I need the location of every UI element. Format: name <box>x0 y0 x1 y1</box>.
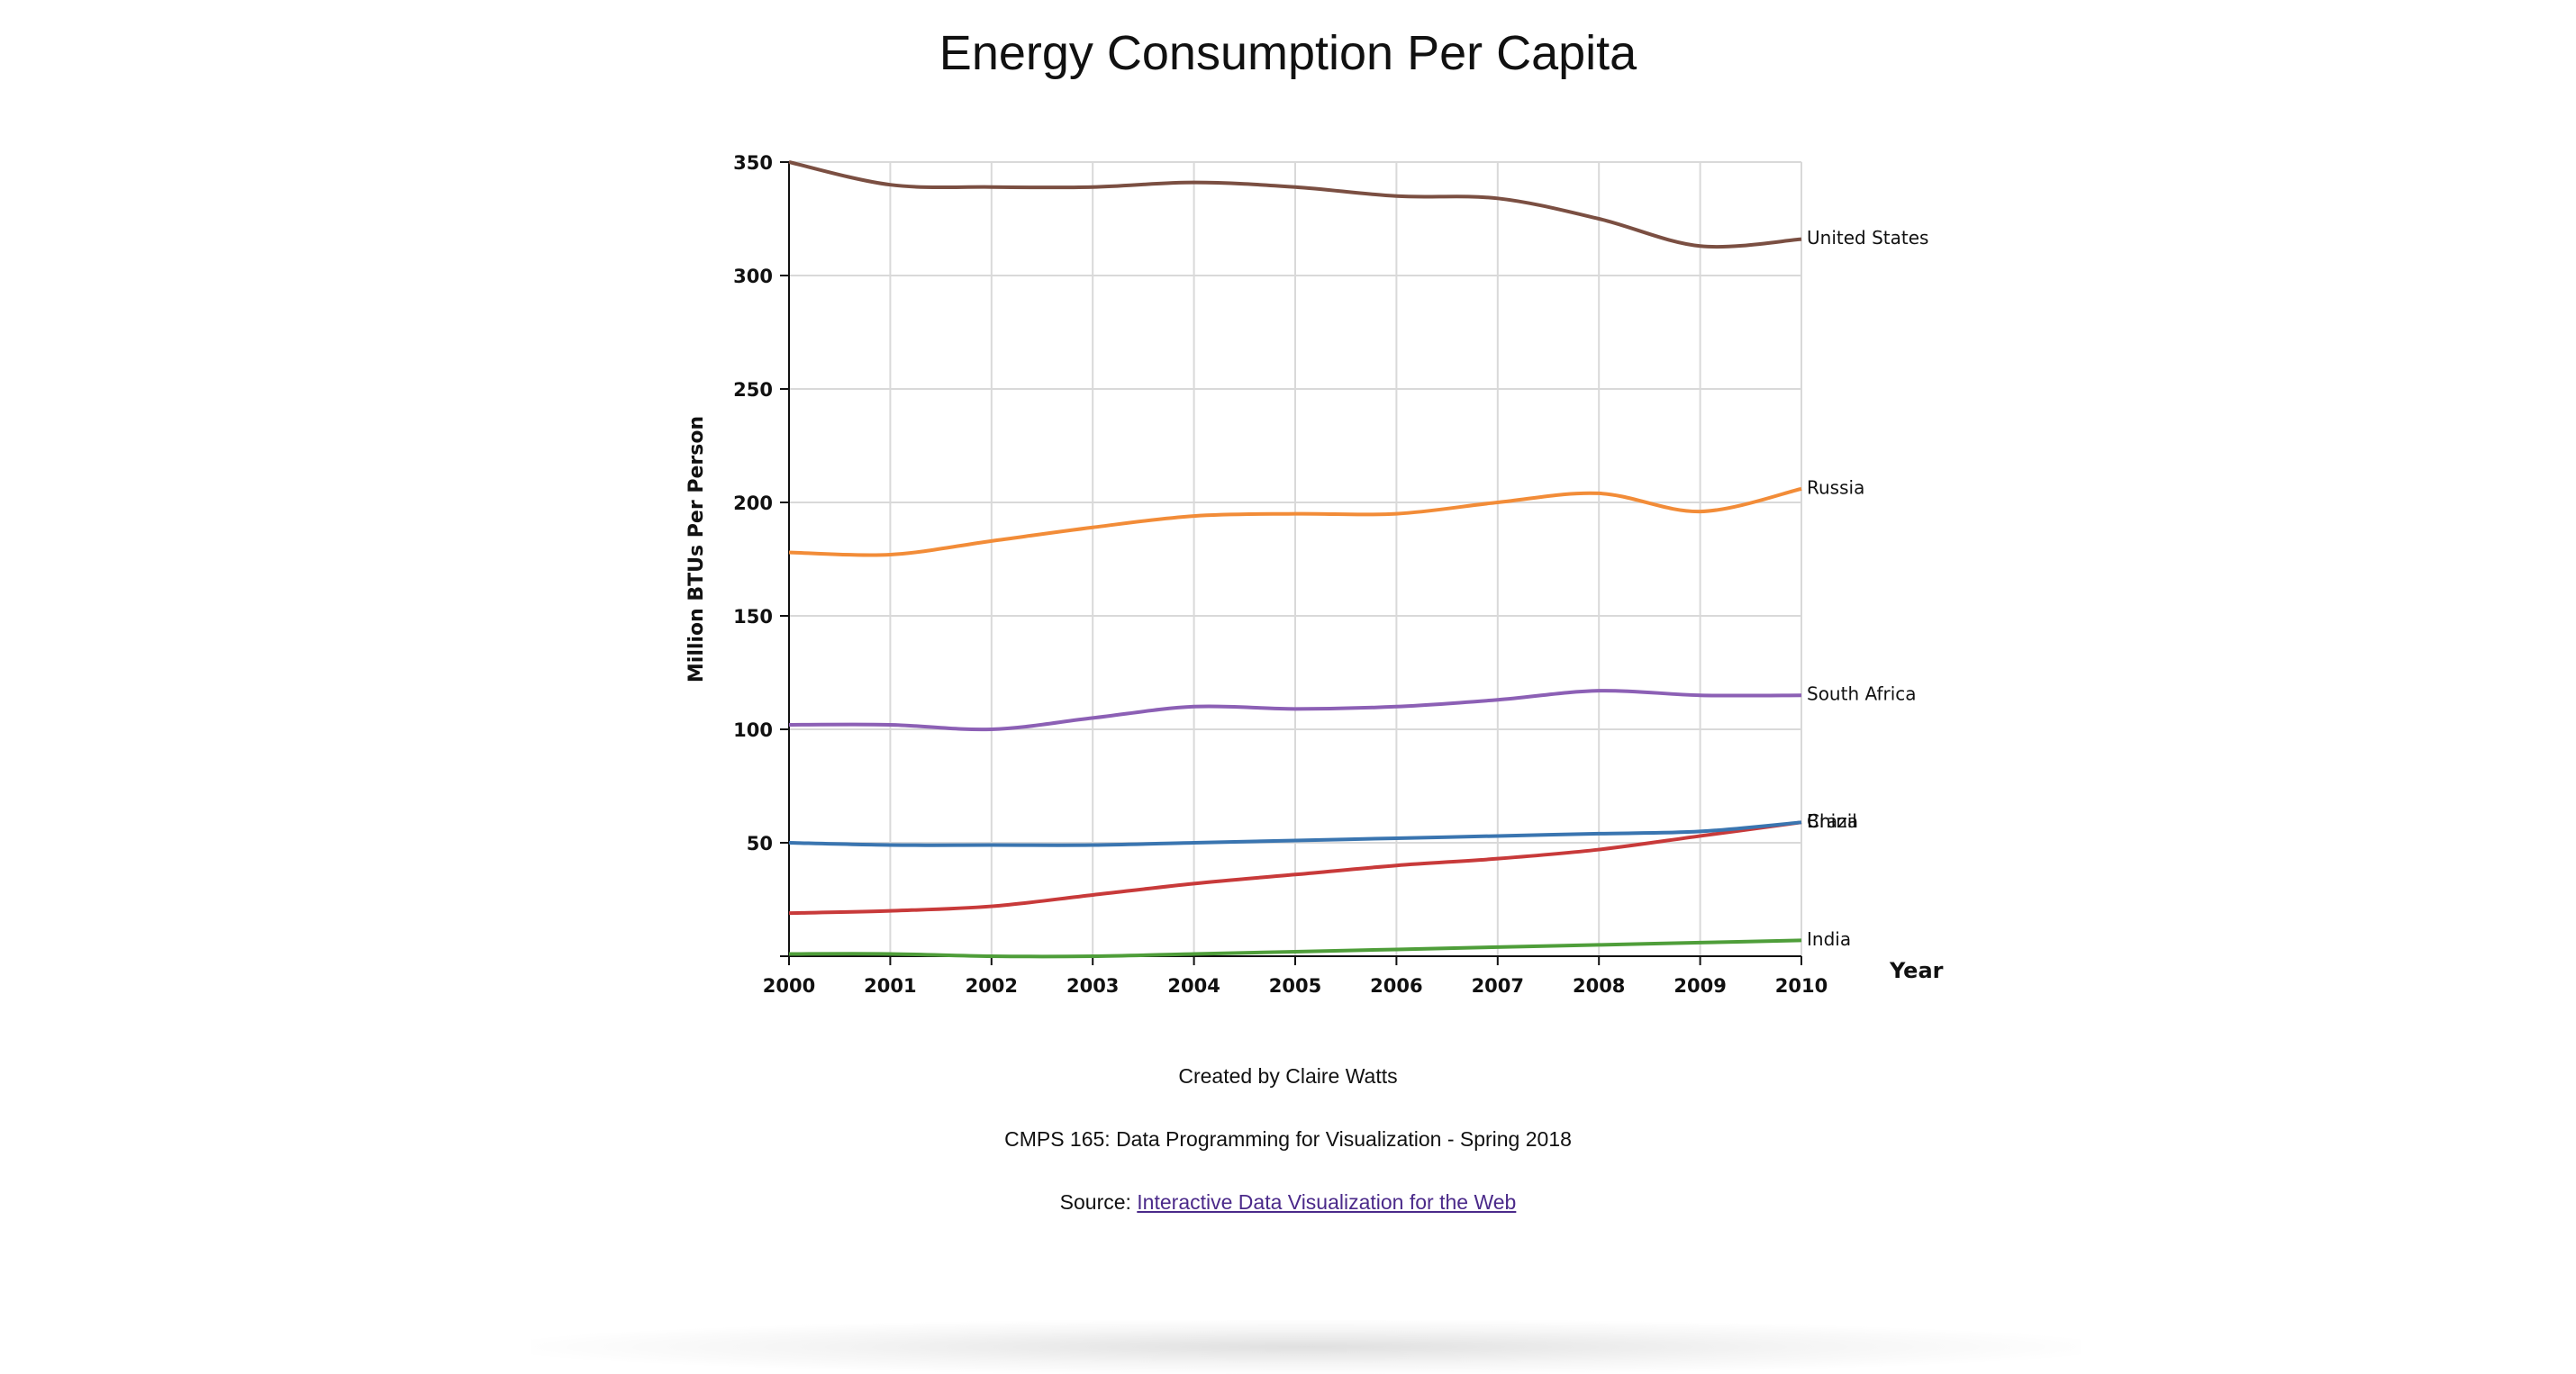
course-line: CMPS 165: Data Programming for Visualiza… <box>1004 1127 1572 1151</box>
x-tick-label: 2003 <box>1066 975 1119 997</box>
x-tick-label: 2009 <box>1673 975 1726 997</box>
y-tick-label: 200 <box>733 493 773 514</box>
y-tick-label: 350 <box>733 152 773 174</box>
x-tick-label: 2010 <box>1775 975 1828 997</box>
x-tick-label: 2001 <box>864 975 916 997</box>
x-tick-label: 2008 <box>1573 975 1625 997</box>
series-label-india: India <box>1807 928 1851 950</box>
x-tick-label: 2004 <box>1167 975 1220 997</box>
series-labels: United States Russia South Africa ChinaBraz… <box>1807 227 1928 950</box>
page-title: Energy Consumption Per Capita <box>939 26 1637 80</box>
series-label-united-states: United States <box>1807 227 1928 249</box>
y-tick-label: 300 <box>733 266 773 287</box>
credit-line: Created by Claire Watts <box>1178 1064 1398 1088</box>
x-tick-label: 2000 <box>763 975 815 997</box>
y-tick-label: 150 <box>733 606 773 628</box>
y-tick-label: 50 <box>747 833 773 854</box>
source-label: Source: <box>1059 1190 1138 1214</box>
series-label-south-africa: South Africa <box>1807 683 1917 705</box>
grid <box>788 161 1802 956</box>
series-label-china: China <box>1807 810 1858 832</box>
series-label-russia: Russia <box>1807 476 1864 498</box>
series-label-brazil: Brazil <box>1807 810 1857 832</box>
series-line-south-africa <box>788 689 1802 732</box>
x-tick-label: 2006 <box>1370 975 1422 997</box>
x-tick-label: 2005 <box>1269 975 1321 997</box>
series-lines <box>788 160 1802 959</box>
axes: 50 100 150 200 250 300 350 2000 2001 2002 2003 2004… <box>733 152 1828 997</box>
series-line-united-states <box>788 160 1802 249</box>
series-line-brazil <box>788 820 1802 847</box>
y-tick-label: 100 <box>733 719 773 741</box>
series-line-india <box>788 938 1802 959</box>
y-axis-title: Million BTUs Per Person <box>685 416 708 682</box>
y-tick-label: 250 <box>733 379 773 401</box>
series-line-russia <box>788 486 1802 557</box>
series-line-china <box>788 820 1802 916</box>
x-tick-label: 2002 <box>966 975 1018 997</box>
x-axis-title: Year <box>1889 958 1944 983</box>
bottom-shadow <box>531 1320 2081 1374</box>
x-tick-label: 2007 <box>1472 975 1524 997</box>
source-link[interactable]: Interactive Data Visualization for the W… <box>1137 1190 1517 1214</box>
source-line: Source: Interactive Data Visualization f… <box>0 1190 2576 1215</box>
